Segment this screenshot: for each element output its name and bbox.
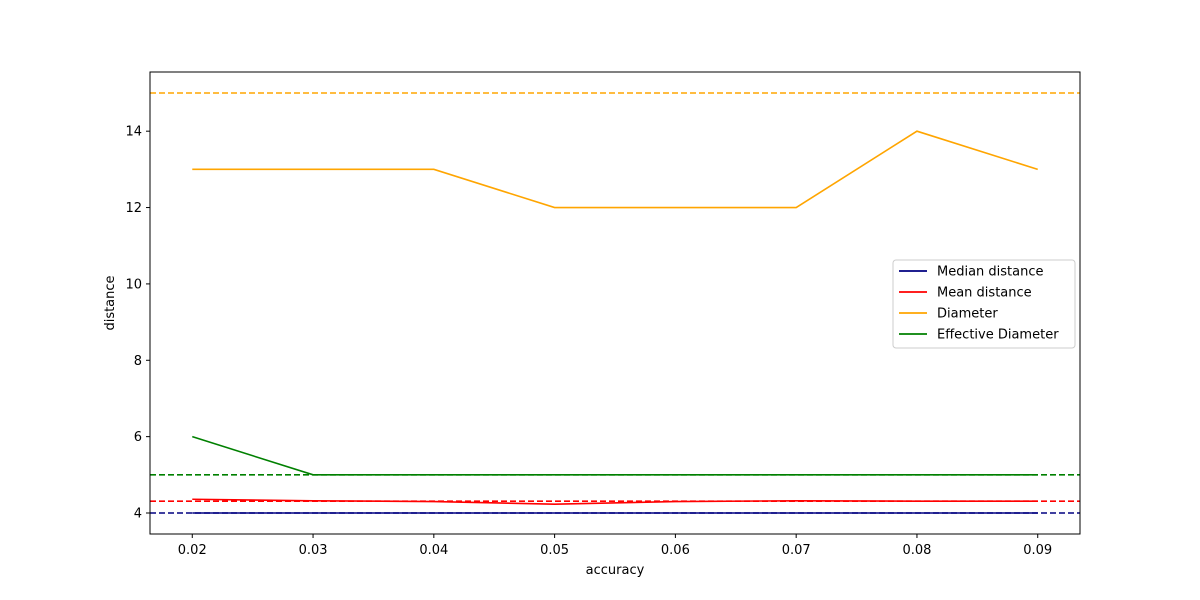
y-axis-label: distance (103, 275, 118, 330)
y-tick-label: 14 (125, 125, 142, 140)
legend-label-1: Mean distance (937, 286, 1032, 301)
plot-layer (150, 92, 1080, 514)
series-line-2 (192, 130, 1038, 209)
legend-label-0: Median distance (937, 265, 1044, 280)
x-axis-label: accuracy (586, 563, 645, 578)
series-line-3 (192, 435, 1038, 476)
y-tick-label: 12 (125, 201, 142, 216)
plot-frame (149, 71, 1081, 535)
y-tick-label: 8 (134, 354, 142, 369)
y-tick-label: 6 (134, 430, 142, 445)
y-tick-label: 10 (125, 277, 142, 292)
ticks-layer: 0.02 0.03 0.04 0.05 0.06 0.07 0.08 0.09 4 6 8 10 12 1… (125, 125, 1052, 558)
x-tick-label: 0.04 (419, 543, 448, 558)
legend-label-3: Effective Diameter (937, 328, 1059, 343)
series-line-1 (192, 498, 1038, 506)
x-tick-label: 0.05 (540, 543, 569, 558)
legend: Median distance Mean distance Diameter Effe… (892, 259, 1076, 349)
x-tick-label: 0.09 (1023, 543, 1052, 558)
y-tick-label: 4 (134, 507, 142, 522)
x-tick-label: 0.08 (902, 543, 931, 558)
x-tick-label: 0.07 (782, 543, 811, 558)
legend-label-2: Diameter (937, 307, 998, 322)
legend-box (892, 259, 1076, 349)
x-tick-label: 0.02 (178, 543, 207, 558)
x-tick-label: 0.03 (299, 543, 328, 558)
x-tick-label: 0.06 (661, 543, 690, 558)
